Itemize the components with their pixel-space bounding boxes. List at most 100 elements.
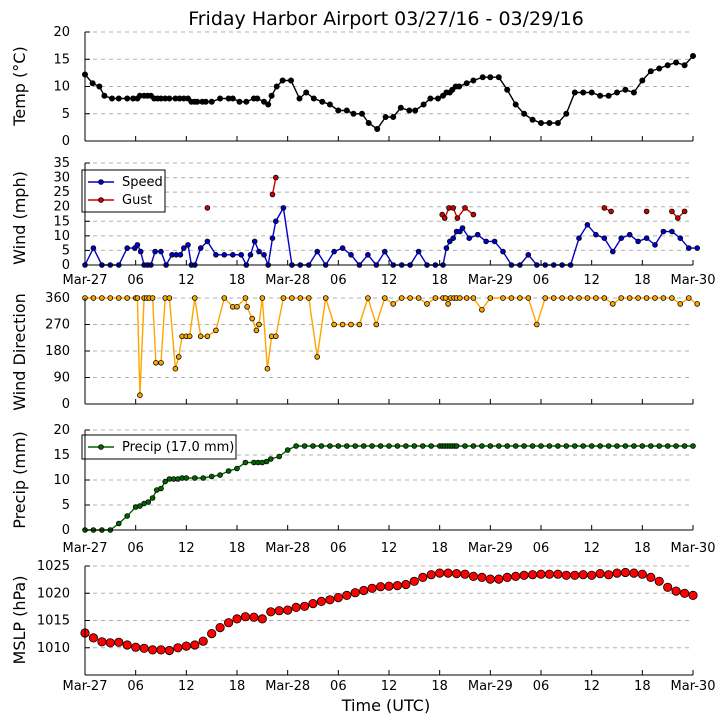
precip-point <box>234 465 240 472</box>
speed-point <box>269 235 276 242</box>
mslp-point <box>519 570 529 580</box>
direction-point <box>264 365 271 372</box>
mslp-point <box>224 618 234 628</box>
x-tick-label: Mar-28 <box>265 273 310 288</box>
panel-4: 0 5 10 15 20 Precip (mm) Precip (17.0 mm) <box>10 423 696 538</box>
y-tick-label: 270 <box>45 318 70 333</box>
legend-frame <box>81 169 166 213</box>
temp-point <box>512 101 519 108</box>
x-tick-label: 12 <box>381 679 398 694</box>
x-tick-label: Mar-28 <box>265 541 310 556</box>
precip-point <box>521 443 527 449</box>
direction-point <box>584 295 591 301</box>
direction-point <box>272 333 279 340</box>
direction-point <box>470 295 477 301</box>
mslp-point <box>316 596 326 607</box>
y-tick-label: 10 <box>53 229 70 244</box>
speed-point <box>230 252 236 258</box>
direction-point <box>90 295 97 301</box>
mslp-point <box>578 570 588 580</box>
direction-point <box>669 295 675 301</box>
mslp-point <box>570 570 580 580</box>
mslp-point <box>308 598 318 609</box>
temp-point <box>412 107 419 114</box>
mslp-point <box>375 582 386 592</box>
speed-point <box>626 231 633 238</box>
mslp-point <box>401 579 411 590</box>
precip-point <box>377 443 384 449</box>
direction-point <box>331 321 337 328</box>
mslp-point <box>637 569 647 579</box>
mslp-point <box>435 568 445 578</box>
precip-point <box>276 453 283 460</box>
temp-point <box>310 95 317 102</box>
temp-point <box>656 65 663 72</box>
temp-point <box>588 89 595 96</box>
precip-point <box>293 443 299 449</box>
temp-point <box>303 89 310 96</box>
temp-point <box>124 95 131 102</box>
mslp-point <box>544 569 555 579</box>
direction-point <box>253 327 260 334</box>
legend: Speed Gust <box>81 169 166 213</box>
precip-point <box>116 520 122 527</box>
x-tick-label: 12 <box>178 273 195 288</box>
temp-line <box>84 55 694 130</box>
figure-title: Friday Harbor Airport 03/27/16 - 03/29/1… <box>188 8 584 30</box>
direction-point <box>479 306 485 313</box>
direction-point <box>533 321 540 328</box>
y-tick-label: 0 <box>62 134 70 149</box>
temp-point <box>456 83 463 90</box>
direction-point <box>192 295 198 301</box>
gust-point <box>470 211 477 218</box>
mslp-point <box>527 570 538 580</box>
speed-point <box>474 231 481 238</box>
y-tick-label: 360 <box>45 291 70 306</box>
x-tick-label: 18 <box>229 679 246 694</box>
x-tick-label: 06 <box>127 273 144 288</box>
direction-point <box>424 301 430 307</box>
speed-point <box>272 218 279 225</box>
mslp-point <box>620 567 631 578</box>
temp-point <box>463 80 470 87</box>
legend-precip-label: Precip (17.0 mm) <box>122 440 234 455</box>
speed-point <box>331 248 337 255</box>
temp-point <box>673 59 680 66</box>
direction-point <box>525 295 532 301</box>
temp-point <box>319 98 326 105</box>
speed-point <box>261 252 267 258</box>
direction-point <box>153 359 159 366</box>
mslp-point <box>460 569 470 579</box>
precip-point <box>145 499 152 505</box>
temp-point <box>470 77 477 84</box>
direction-point <box>116 295 122 301</box>
temp-point <box>382 114 389 121</box>
y-tick-label: 5 <box>62 243 70 258</box>
speed-point <box>500 248 506 255</box>
x-tick-label: Mar-29 <box>468 541 513 556</box>
legend-gust-label: Gust <box>122 193 152 208</box>
mslp-point <box>494 574 504 584</box>
mslp-point <box>663 582 673 592</box>
mslp-point <box>342 590 352 601</box>
gust-point <box>643 208 650 215</box>
gust-point <box>608 208 614 215</box>
direction-point <box>172 365 179 372</box>
precip-point <box>555 443 561 449</box>
y-tick-label: 180 <box>45 344 70 359</box>
y-axis-label: Temp (°C) <box>10 46 29 126</box>
temp-point <box>605 92 612 99</box>
direction-point <box>593 295 599 301</box>
x-tick-label: 12 <box>583 679 600 694</box>
precip-point <box>614 443 620 449</box>
speed-point <box>158 248 164 255</box>
temp-point <box>335 107 342 114</box>
temp-point <box>597 92 604 99</box>
mslp-point <box>671 586 681 596</box>
direction-point <box>99 295 105 301</box>
x-tick-label: 18 <box>431 541 448 556</box>
direction-point <box>204 333 211 340</box>
x-tick-label: 06 <box>127 541 144 556</box>
speed-point <box>415 248 422 255</box>
